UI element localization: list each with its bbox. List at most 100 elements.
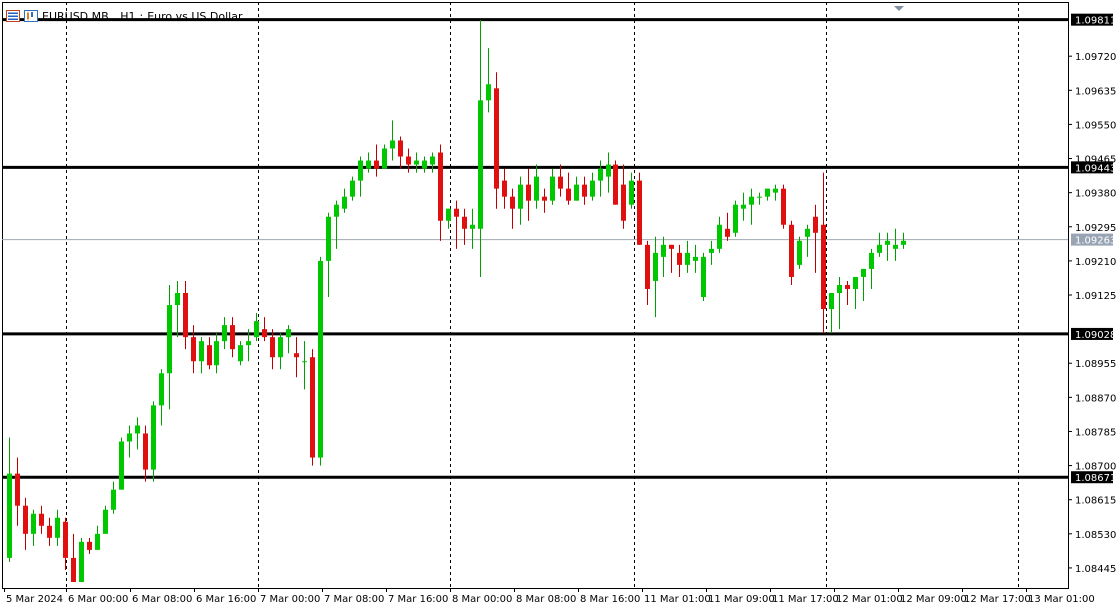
candle-body	[901, 240, 906, 245]
price-label: 1.09380	[1075, 189, 1116, 200]
candle	[87, 537, 92, 554]
candle	[79, 537, 84, 582]
candle-body	[214, 341, 219, 366]
candle	[645, 240, 650, 306]
candle-body	[486, 84, 491, 101]
candle	[637, 172, 642, 245]
candle-body	[246, 341, 251, 346]
candle-body	[613, 164, 618, 205]
time-label: 7 Mar 16:00	[388, 594, 448, 605]
level-price-tag: 1.08671	[1075, 473, 1116, 484]
candle	[111, 481, 116, 514]
chart-window-icon[interactable]	[6, 10, 20, 22]
time-label: 12 Mar 17:00	[964, 594, 1031, 605]
candle	[23, 497, 28, 550]
candle	[278, 333, 283, 370]
candle-body	[526, 184, 531, 201]
bid-price-tag-bg	[1071, 233, 1113, 246]
candle-body	[454, 208, 459, 217]
chart-type-icon[interactable]	[24, 10, 38, 22]
time-label: 11 Mar 01:00	[644, 594, 711, 605]
price-label: 1.09635	[1075, 86, 1116, 97]
candle	[167, 284, 172, 410]
candle-body	[757, 196, 762, 198]
candle-body	[709, 248, 714, 253]
price-label: 1.08700	[1075, 462, 1116, 473]
candle-body	[103, 509, 108, 534]
candle-body	[590, 180, 595, 197]
candle	[837, 276, 842, 330]
price-label: 1.09210	[1075, 257, 1116, 268]
chart-description: Euro vs US Dollar	[147, 9, 243, 23]
candle-body	[637, 180, 642, 245]
price-label: 1.08785	[1075, 427, 1116, 438]
candle	[214, 333, 219, 374]
plot-frame	[2, 2, 1069, 589]
timeframe-separator: :	[139, 9, 144, 23]
bid-price-tag: 1.09263	[1075, 236, 1116, 247]
candle	[438, 144, 443, 241]
candle-body	[558, 176, 563, 189]
candle-body	[661, 244, 666, 257]
price-label: 1.08615	[1075, 496, 1116, 507]
candle	[486, 48, 491, 113]
candle-body	[797, 240, 802, 265]
candle	[861, 268, 866, 302]
candle	[717, 216, 722, 253]
candle	[262, 317, 267, 342]
chart-shift-marker	[894, 6, 904, 11]
candle-body	[701, 256, 706, 298]
candle	[430, 152, 435, 173]
candle-body	[781, 188, 786, 225]
candle	[31, 509, 36, 546]
candle	[693, 244, 698, 273]
candle	[518, 176, 523, 225]
candle-body	[207, 345, 212, 366]
candle	[574, 176, 579, 201]
candle-body	[861, 268, 866, 277]
price-label: 1.08445	[1075, 564, 1116, 575]
candle	[741, 192, 746, 221]
candle	[15, 457, 20, 526]
chart-timeframe: H1	[120, 9, 136, 23]
candle-body	[334, 204, 339, 217]
candle-body	[286, 329, 291, 338]
candle	[629, 172, 634, 209]
candle-body	[446, 208, 451, 221]
candle-body	[342, 196, 347, 209]
candle	[773, 184, 778, 201]
time-label: 8 Mar 08:00	[516, 594, 576, 605]
candle	[222, 317, 227, 350]
level-price-tag: 1.09028	[1075, 330, 1116, 341]
level-price-tag-bg	[1071, 13, 1113, 26]
candle	[119, 437, 124, 490]
candle	[789, 220, 794, 285]
candle-body	[135, 425, 140, 434]
candle	[749, 188, 754, 225]
candle	[254, 313, 259, 342]
candle-body	[71, 557, 76, 582]
candle-body	[254, 321, 259, 338]
candle	[446, 208, 451, 229]
candle	[661, 236, 666, 277]
candle	[606, 152, 611, 193]
candle	[95, 525, 100, 550]
candle	[7, 437, 12, 562]
candle	[901, 232, 906, 249]
candle-body	[821, 224, 826, 310]
candle	[877, 232, 882, 257]
candle	[390, 120, 395, 161]
candle-body	[318, 260, 323, 458]
candle-body	[422, 160, 427, 169]
candle-body	[478, 100, 483, 229]
candle-body	[55, 517, 60, 538]
candle	[781, 184, 786, 229]
candle	[797, 236, 802, 269]
candle	[422, 156, 427, 173]
candle-body	[366, 160, 371, 169]
candle-body	[390, 140, 395, 149]
candle	[845, 280, 850, 306]
level-price-tag: 1.09443	[1075, 163, 1116, 174]
